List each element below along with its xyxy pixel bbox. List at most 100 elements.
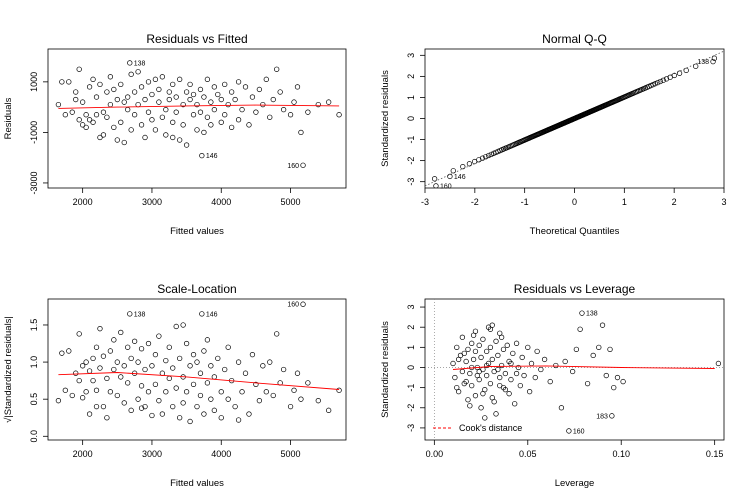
- data-point: [166, 375, 172, 382]
- data-point: [59, 350, 65, 356]
- data-point: [229, 124, 235, 130]
- data-point: [201, 348, 207, 354]
- data-point: [183, 340, 190, 347]
- data-point: [170, 365, 176, 371]
- y-tick-label: 3: [406, 305, 416, 310]
- data-point: [486, 152, 492, 159]
- data-point: [253, 109, 259, 115]
- y-tick-label: -1: [406, 384, 416, 392]
- data-point: [128, 127, 134, 133]
- data-point: [235, 417, 242, 423]
- data-point: [59, 79, 65, 85]
- data-point: [267, 359, 273, 365]
- data-point: [131, 338, 138, 344]
- data-point: [173, 323, 179, 330]
- data-point: [513, 340, 520, 346]
- data-point: [93, 344, 100, 350]
- data-point: [463, 358, 469, 365]
- data-point: [527, 389, 533, 395]
- data-point: [711, 55, 718, 61]
- data-point: [671, 72, 678, 79]
- data-point: [142, 96, 148, 103]
- panel-4: Residuals vs Leverage Leverage Standardize…: [380, 282, 725, 489]
- data-point: [260, 101, 266, 108]
- data-point: [218, 96, 224, 103]
- x-tick-label: 0.05: [519, 449, 537, 459]
- data-point: [315, 398, 321, 404]
- data-point: [100, 403, 107, 410]
- data-point: [142, 366, 148, 373]
- data-point: [180, 400, 186, 406]
- x-tick-label: 3: [721, 197, 726, 207]
- data-point: [326, 407, 332, 413]
- data-point: [190, 381, 197, 387]
- x-tick-label: 2000: [73, 197, 93, 207]
- data-point: [187, 96, 193, 103]
- data-point: [197, 109, 204, 115]
- data-point: [487, 344, 494, 350]
- data-point: [508, 360, 514, 367]
- data-point: [497, 382, 503, 389]
- labeled-data-point: [710, 58, 716, 65]
- data-point: [125, 380, 131, 386]
- data-point: [476, 342, 482, 348]
- data-point: [469, 382, 475, 389]
- data-point: [93, 387, 100, 393]
- data-point: [111, 86, 117, 93]
- data-point: [73, 96, 79, 103]
- data-point: [125, 344, 131, 350]
- smooth-line: [452, 365, 715, 370]
- data-point: [100, 132, 107, 138]
- data-point: [149, 363, 155, 369]
- data-point: [249, 352, 256, 358]
- data-point: [683, 67, 689, 74]
- data-point: [114, 137, 120, 143]
- point-label: 160: [573, 428, 585, 435]
- data-point: [497, 374, 503, 381]
- point-label: 138: [697, 59, 709, 66]
- data-point: [512, 401, 518, 407]
- data-point: [97, 81, 103, 88]
- data-point: [128, 355, 134, 362]
- y-tick-label: 3: [406, 53, 416, 58]
- data-point: [156, 99, 162, 105]
- data-point: [86, 411, 93, 417]
- data-point: [528, 360, 535, 367]
- point-label: 160: [440, 183, 452, 190]
- data-point: [125, 94, 131, 100]
- x-tick-label: 3000: [142, 197, 162, 207]
- data-point: [211, 107, 217, 113]
- data-point: [66, 348, 72, 354]
- data-point: [100, 109, 107, 115]
- data-point: [180, 322, 186, 328]
- y-tick-label: 1.0: [29, 356, 39, 369]
- data-point: [270, 392, 276, 399]
- data-point: [493, 411, 499, 417]
- data-point: [173, 109, 179, 115]
- data-point: [466, 161, 473, 167]
- panel-2: Normal Q-Q Theoretical Quantiles Standardi…: [380, 32, 727, 237]
- data-point: [197, 392, 204, 399]
- data-point: [125, 107, 131, 113]
- data-point: [454, 384, 460, 391]
- data-point: [135, 359, 141, 365]
- data-point: [242, 84, 249, 90]
- data-point: [287, 403, 294, 410]
- y-tick-label: -1000: [29, 121, 39, 144]
- data-point: [76, 117, 82, 123]
- data-point: [121, 363, 127, 369]
- data-point: [463, 378, 469, 385]
- y-axis-label: √|Standardized residuals|: [3, 316, 14, 423]
- labeled-data-point: [609, 413, 615, 419]
- data-point: [498, 362, 505, 369]
- data-point: [62, 387, 68, 393]
- plot-frame: [47, 298, 347, 441]
- data-point: [470, 332, 477, 338]
- data-point: [607, 346, 613, 353]
- data-point: [177, 76, 183, 82]
- plot-area: [55, 60, 342, 168]
- data-point: [287, 112, 294, 118]
- labeled-data-point: [199, 311, 205, 317]
- x-tick-label: 0.00: [426, 449, 444, 459]
- data-point: [467, 370, 473, 377]
